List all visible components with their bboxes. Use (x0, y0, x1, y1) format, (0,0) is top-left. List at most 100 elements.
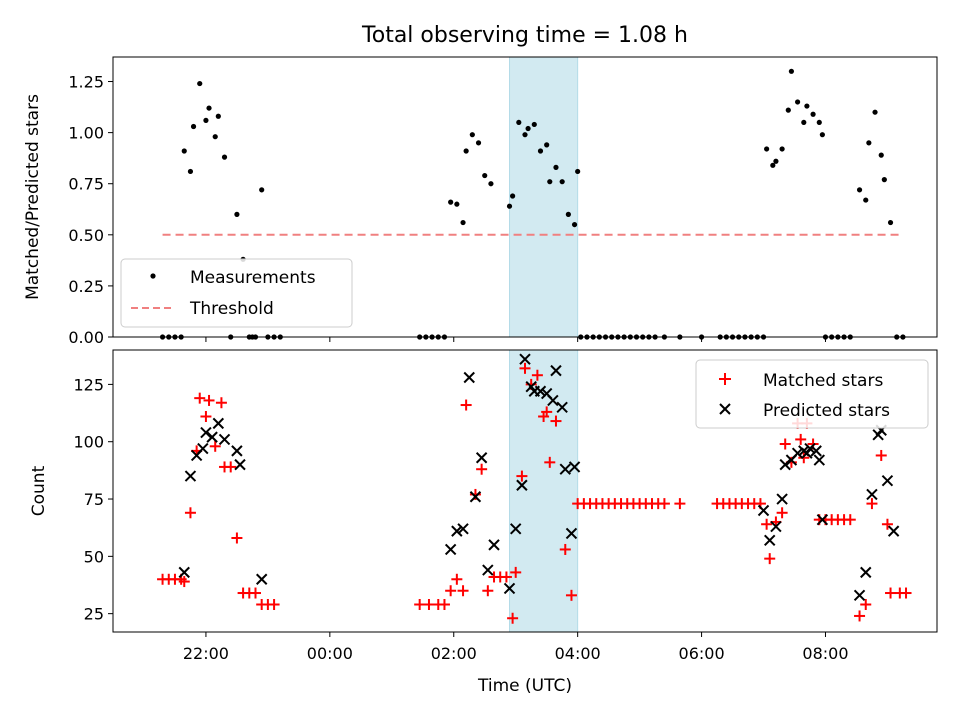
measurement-point (553, 164, 559, 170)
predicted-star-point (509, 523, 522, 535)
matched-star-point (507, 612, 519, 624)
measurement-point (779, 146, 785, 152)
measurement-point (565, 211, 571, 217)
predicted-star-point (776, 493, 788, 505)
measurement-point (531, 121, 537, 128)
bottom-ylabel: Count (29, 465, 49, 516)
matched-star-point (209, 440, 221, 452)
predicted-star-point (547, 394, 559, 407)
measurement-point (887, 219, 894, 226)
measurement-point (544, 142, 550, 148)
predicted-star-point (770, 520, 782, 533)
predicted-star-point (881, 474, 894, 487)
predicted-star-point (488, 539, 500, 551)
measurement-point (187, 168, 194, 175)
matched-star-point (776, 507, 788, 519)
legend-measurements-label: Measurements (190, 268, 316, 288)
bottom-panel: 25 50 75 100 125 22:00 00:00 02:00 04:00 06:00 08… (29, 349, 938, 696)
predicted-star-point (810, 445, 822, 457)
bottom-axes-frame (112, 349, 938, 633)
predicted-star-point (887, 525, 900, 537)
measurement-point (770, 162, 776, 168)
matched-star-point (860, 598, 872, 610)
predicted-star-point (451, 525, 463, 537)
matched-star-point (854, 610, 866, 622)
matched-star-point (779, 438, 791, 450)
measurement-point (460, 219, 466, 226)
measurement-point (866, 140, 872, 146)
measurement-point (181, 148, 187, 154)
legend-predicted-marker (719, 403, 731, 415)
legend-predicted-label: Predicted stars (763, 401, 890, 421)
bottom-legend: Matched stars Predicted stars (695, 359, 929, 429)
measurement-point (454, 201, 460, 207)
predicted-star-point (231, 445, 243, 457)
matched-star-point (423, 598, 435, 610)
top-axes-frame (112, 56, 938, 338)
predicted-star-point (816, 513, 829, 526)
matched-star-point (550, 415, 562, 427)
legend-matched-label: Matched stars (763, 371, 883, 391)
matched-star-point (844, 514, 856, 526)
measurement-point (525, 125, 531, 132)
matched-star-point (469, 488, 481, 500)
bottom-y-tick-label: 50 (84, 547, 104, 566)
predicted-star-point (475, 452, 488, 464)
top-y-axis: 0.00 0.25 0.50 0.75 1.00 1.25 (68, 73, 113, 347)
predicted-star-point (519, 353, 531, 365)
matched-star-point (460, 399, 472, 411)
matched-star-point (445, 585, 457, 597)
x-tick-label: 22:00 (183, 644, 229, 663)
bottom-highlight-span (509, 349, 579, 633)
matched-star-point (516, 470, 528, 482)
top-y-tick-label: 0.00 (68, 328, 104, 347)
bottom-legend-box (695, 359, 929, 429)
bottom-xlabel: Time (UTC) (477, 676, 572, 696)
measurement-point (773, 158, 779, 164)
matched-star-point (541, 406, 553, 418)
predicted-star-point (212, 417, 225, 430)
matched-star-point (798, 452, 810, 464)
measurement-point (856, 187, 863, 193)
measurement-point (221, 154, 228, 160)
matched-star-point (875, 449, 887, 461)
predicted-star-point (200, 426, 212, 439)
measurement-point (881, 177, 887, 183)
measurement-point (819, 132, 825, 138)
matched-star-point (885, 587, 897, 599)
predicted-star-point (550, 364, 562, 377)
measurement-point (795, 99, 801, 105)
predicted-star-point (482, 564, 494, 576)
bottom-y-tick-label: 25 (84, 605, 104, 624)
legend-matched-marker (719, 373, 731, 385)
bottom-y-tick-label: 125 (73, 375, 104, 394)
matched-star-point (457, 585, 469, 597)
predicted-star-point (764, 534, 776, 546)
measurement-point (197, 80, 203, 87)
predicted-star-point (457, 523, 469, 535)
top-y-tick-label: 0.50 (68, 226, 104, 245)
x-tick-label: 04:00 (555, 644, 601, 663)
matched-star-point (482, 585, 494, 597)
measurement-point (801, 119, 807, 126)
matched-star-point (866, 498, 878, 510)
predicted-star-point (184, 470, 197, 482)
measurement-point (469, 132, 475, 138)
predicted-star-point (860, 566, 872, 579)
highlight-span (509, 56, 579, 338)
predicted-star-point (178, 566, 190, 579)
top-panel: 0.00 0.25 0.50 0.75 1.00 1.25 Matched/Predict… (23, 56, 938, 347)
measurement-point (506, 203, 513, 209)
matched-star-point (476, 463, 488, 475)
measurement-point (575, 168, 581, 175)
matched-star-point (184, 507, 196, 519)
measurement-point (872, 109, 878, 115)
predicted-star-point (559, 463, 571, 475)
predicted-star-point (469, 491, 482, 503)
measurement-point (788, 68, 795, 74)
measurement-point (785, 107, 791, 113)
matched-star-point (438, 598, 450, 610)
matched-star-point (674, 498, 686, 510)
bottom-y-tick-label: 100 (73, 433, 104, 452)
predicted-star-point (779, 458, 791, 471)
